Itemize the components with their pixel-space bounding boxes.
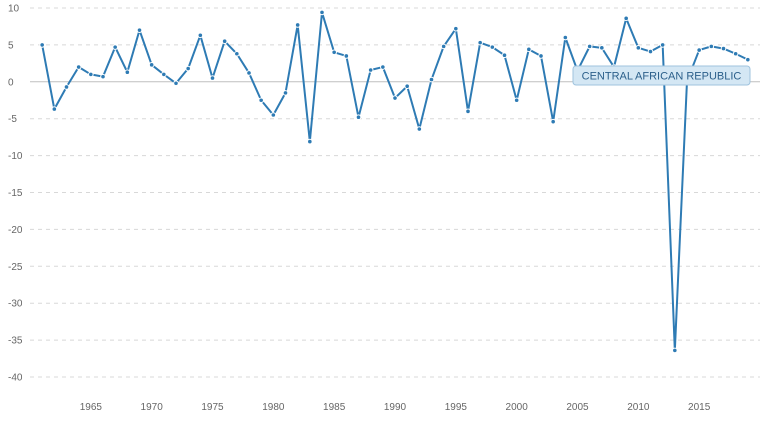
series-central-african-republic [41,11,749,352]
data-point[interactable] [696,47,702,53]
data-point[interactable] [465,108,471,115]
y-tick-label: -20 [8,225,23,236]
data-point[interactable] [331,49,337,56]
data-point[interactable] [63,84,70,90]
data-point[interactable] [75,64,82,70]
data-point[interactable] [416,126,423,132]
x-tick-label: 1980 [262,402,285,413]
y-tick-label: 10 [8,4,20,15]
data-points [39,9,751,354]
x-tick-label: 2000 [506,402,529,413]
data-point[interactable] [453,25,459,32]
data-point[interactable] [477,39,483,46]
y-tick-label: -5 [8,114,17,125]
y-tick-label: -35 [8,336,23,347]
y-tick-label: -30 [8,299,23,310]
x-tick-label: 1965 [80,402,103,413]
data-point[interactable] [136,27,143,33]
series-line [41,11,749,352]
data-point[interactable] [404,83,410,90]
data-point[interactable] [294,22,301,28]
data-point[interactable] [428,76,435,83]
y-axis-tick-labels: 10 5 0 -5 -10 -15 -20 -25 -30 -35 -40 [8,4,23,384]
data-point[interactable] [197,32,204,39]
data-point[interactable] [51,106,58,112]
data-point[interactable] [282,90,289,96]
x-axis-tick-labels: 1965 1970 1975 1980 1985 1990 1995 2000 2005 2010… [80,402,711,413]
data-point[interactable] [221,38,228,45]
data-point[interactable] [100,73,106,80]
y-tick-label: 5 [8,40,14,51]
data-point[interactable] [209,75,216,81]
data-point[interactable] [599,45,605,51]
x-tick-label: 2010 [627,402,650,413]
data-point[interactable] [732,50,739,57]
data-point[interactable] [745,56,751,63]
data-point[interactable] [343,53,350,59]
data-point[interactable] [88,71,94,78]
data-point[interactable] [148,62,155,68]
data-point[interactable] [635,45,642,51]
data-point[interactable] [550,118,556,125]
data-point[interactable] [319,9,325,16]
x-tick-label: 1990 [384,402,407,413]
y-tick-label: -40 [8,373,23,384]
series-tooltip: CENTRAL AFRICAN REPUBLIC [572,65,751,86]
y-tick-label: -10 [8,151,23,162]
data-point[interactable] [173,80,179,87]
y-tick-label: -15 [8,188,23,199]
data-point[interactable] [708,43,715,50]
data-point[interactable] [39,42,45,48]
data-point[interactable] [270,112,277,118]
data-point[interactable] [659,42,666,48]
data-point[interactable] [513,97,520,104]
x-tick-label: 1975 [201,402,224,413]
x-tick-label: 1985 [323,402,346,413]
data-point[interactable] [526,46,532,53]
x-tick-label: 1970 [141,402,164,413]
data-point[interactable] [562,34,569,41]
y-tick-label: -25 [8,262,23,273]
data-point[interactable] [246,70,252,76]
data-point[interactable] [586,43,593,50]
tooltip-box [572,65,751,86]
data-point[interactable] [185,65,191,72]
data-point[interactable] [623,15,629,22]
y-tick-label: 0 [8,77,14,88]
x-tick-label: 1995 [445,402,468,413]
data-point[interactable] [672,347,678,354]
data-point[interactable] [355,114,362,121]
data-point[interactable] [307,138,313,145]
data-point[interactable] [538,53,544,59]
data-point[interactable] [501,52,508,59]
data-point[interactable] [112,44,118,50]
data-point[interactable] [161,71,167,78]
data-point[interactable] [124,69,131,76]
data-point[interactable] [392,95,398,101]
x-tick-label: 2005 [566,402,589,413]
data-point[interactable] [258,97,264,104]
data-point[interactable] [440,43,447,50]
data-point[interactable] [367,67,374,73]
data-point[interactable] [380,64,386,70]
data-point[interactable] [720,45,727,52]
tooltip-label: CENTRAL AFRICAN REPUBLIC [582,71,742,83]
data-point[interactable] [489,44,496,50]
grid-lines [30,7,760,378]
x-tick-label: 2015 [688,402,711,413]
data-point[interactable] [234,50,240,57]
data-point[interactable] [647,48,654,55]
